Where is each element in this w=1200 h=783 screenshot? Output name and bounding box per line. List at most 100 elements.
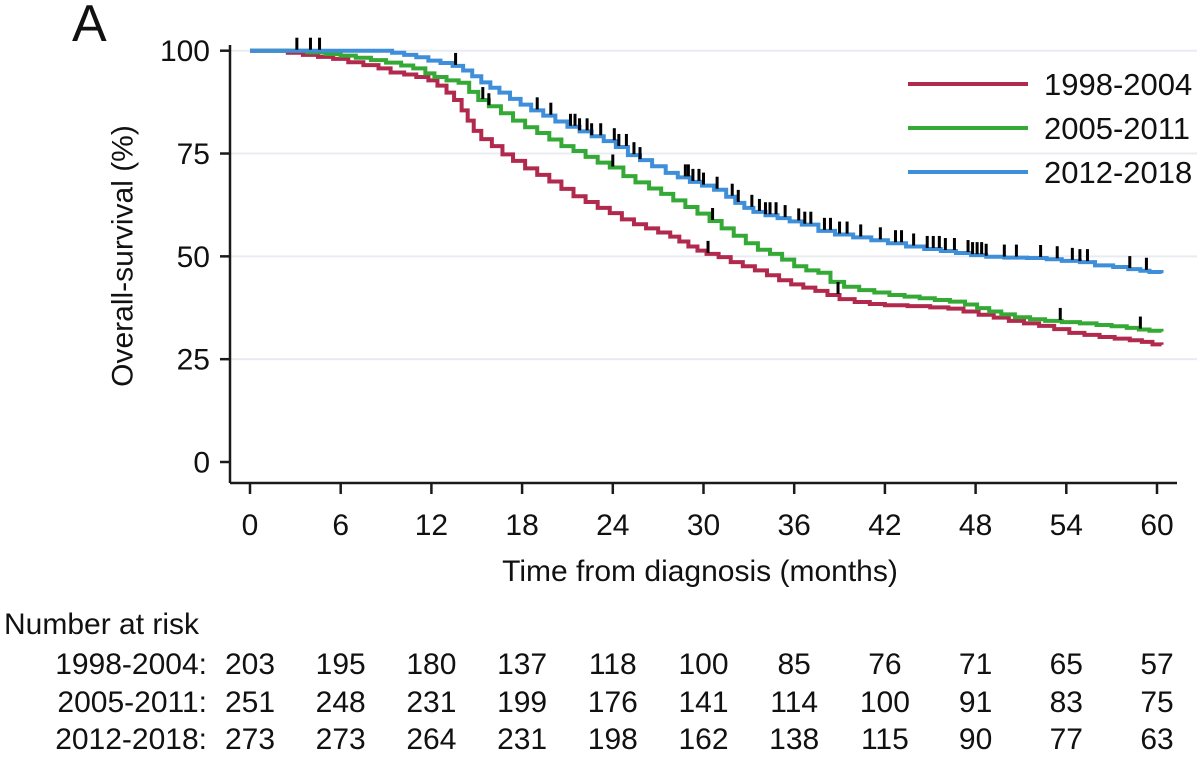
censor-tick-2012-2018 xyxy=(578,118,582,131)
censor-tick-2012-2018 xyxy=(912,233,916,246)
risk-value: 273 xyxy=(224,723,276,756)
censor-tick-2012-2018 xyxy=(624,133,628,146)
y-tick-label: 25 xyxy=(177,344,210,377)
censor-tick-2012-2018 xyxy=(984,243,988,256)
risk-value: 251 xyxy=(224,685,276,719)
censor-tick-2012-2018 xyxy=(859,224,863,237)
x-tick-label: 30 xyxy=(687,509,720,542)
risk-value: 231 xyxy=(497,723,548,756)
censor-tick-2012-2018 xyxy=(980,242,984,255)
x-tick-label: 18 xyxy=(505,509,538,542)
censor-tick-1998-2004 xyxy=(836,282,840,295)
risk-value: 264 xyxy=(406,723,457,756)
risk-value: 248 xyxy=(315,685,366,719)
x-tick-label: 60 xyxy=(1140,509,1173,542)
km-curve-2012-2018 xyxy=(250,48,1164,274)
censor-tick-2012-2018 xyxy=(568,113,572,126)
risk-value: 162 xyxy=(678,723,729,756)
censor-tick-2012-2018 xyxy=(535,97,539,110)
censor-tick-2012-2018 xyxy=(1070,247,1074,260)
censor-tick-2012-2018 xyxy=(599,123,603,136)
risk-row-label: 2012-2018: xyxy=(55,723,207,756)
risk-value: 176 xyxy=(587,685,638,719)
censor-tick-2012-2018 xyxy=(757,198,761,211)
risk-value: 198 xyxy=(587,723,638,756)
x-tick-label: 48 xyxy=(959,509,992,542)
censor-tick-2012-2018 xyxy=(697,168,701,181)
x-tick-label: 54 xyxy=(1050,509,1083,542)
risk-value: 273 xyxy=(315,723,366,756)
censor-tick-2012-2018 xyxy=(937,235,941,248)
risk-value: 90 xyxy=(958,723,993,756)
censor-tick-2005-2011 xyxy=(481,87,485,100)
risk-value: 231 xyxy=(406,685,457,719)
censor-tick-2012-2018 xyxy=(454,52,458,65)
censor-tick-2012-2018 xyxy=(971,242,975,255)
risk-value: 65 xyxy=(1049,648,1083,681)
censor-tick-2005-2011 xyxy=(487,93,491,106)
censor-tick-2012-2018 xyxy=(763,202,767,215)
censor-tick-2012-2018 xyxy=(632,142,636,155)
censor-tick-2012-2018 xyxy=(736,189,740,202)
risk-value: 118 xyxy=(588,648,637,681)
risk-value: 91 xyxy=(958,685,993,719)
risk-value: 75 xyxy=(1140,685,1174,719)
censor-tick-2012-2018 xyxy=(549,102,553,115)
censor-tick-2012-2018 xyxy=(1085,249,1089,262)
x-axis-title: Time from diagnosis (months) xyxy=(502,555,898,588)
censor-tick-2012-2018 xyxy=(573,113,577,126)
risk-value: 138 xyxy=(769,723,820,756)
y-tick-label: 75 xyxy=(177,138,210,171)
censor-tick-2012-2018 xyxy=(952,238,956,251)
risk-value: 76 xyxy=(868,648,902,681)
censor-tick-2012-2018 xyxy=(750,194,754,207)
censor-tick-2012-2018 xyxy=(803,211,807,224)
risk-value: 199 xyxy=(497,685,548,719)
censor-tick-2012-2018 xyxy=(845,221,849,234)
censor-tick-2012-2018 xyxy=(783,205,787,218)
censor-tick-2012-2018 xyxy=(730,183,734,196)
censor-tick-2012-2018 xyxy=(638,147,642,160)
x-tick-label: 6 xyxy=(332,509,349,542)
censor-tick-2005-2011 xyxy=(1138,316,1142,329)
y-tick-label: 50 xyxy=(177,241,210,274)
survival-chart: 0 25 50 75 100 0 6 12 18 24 30 36 42 48 54 60 Time from … xyxy=(107,35,1197,588)
y-tick-label: 0 xyxy=(193,447,210,480)
x-tick-label: 0 xyxy=(242,509,259,542)
y-axis-title: Overall-survival (%) xyxy=(107,125,140,387)
censor-tick-2012-2018 xyxy=(1078,249,1082,262)
y-tick-label: 100 xyxy=(160,35,210,68)
censor-tick-2012-2018 xyxy=(715,176,719,189)
risk-value: 100 xyxy=(678,648,729,681)
censor-tick-2012-2018 xyxy=(1014,244,1018,257)
censor-tick-2012-2018 xyxy=(1144,257,1148,270)
risk-row-label: 1998-2004: xyxy=(55,648,207,681)
censor-tick-2012-2018 xyxy=(925,235,929,248)
risk-value: 114 xyxy=(770,685,819,719)
x-tick-label: 36 xyxy=(778,509,811,542)
risk-value: 77 xyxy=(1049,723,1083,756)
censor-tick-2012-2018 xyxy=(768,202,772,215)
censor-tick-2005-2011 xyxy=(711,207,715,220)
censor-tick-2012-2018 xyxy=(612,128,616,141)
censor-tick-2012-2018 xyxy=(1128,256,1132,269)
censor-tick-2012-2018 xyxy=(966,240,970,253)
censor-tick-2012-2018 xyxy=(828,217,832,230)
censor-tick-2012-2018 xyxy=(691,168,695,181)
risk-value: 141 xyxy=(678,685,729,719)
risk-value: 203 xyxy=(224,648,276,681)
censor-tick-2012-2018 xyxy=(822,217,826,230)
censor-tick-2005-2011 xyxy=(611,154,615,167)
censor-tick-2012-2018 xyxy=(308,37,312,50)
censor-tick-2012-2018 xyxy=(1002,244,1006,257)
risk-value: 195 xyxy=(315,648,366,681)
risk-value: 57 xyxy=(1140,648,1174,681)
number-at-risk-title: Number at risk xyxy=(4,608,200,641)
risk-value: 71 xyxy=(958,648,993,681)
censor-tick-2012-2018 xyxy=(900,230,904,243)
km-curve-1998-2004 xyxy=(250,48,1164,347)
censor-tick-2005-2011 xyxy=(1058,307,1062,320)
x-tick-label: 12 xyxy=(415,509,448,542)
legend-label: 2012-2018 xyxy=(1044,155,1192,190)
x-tick-label: 24 xyxy=(596,509,629,542)
